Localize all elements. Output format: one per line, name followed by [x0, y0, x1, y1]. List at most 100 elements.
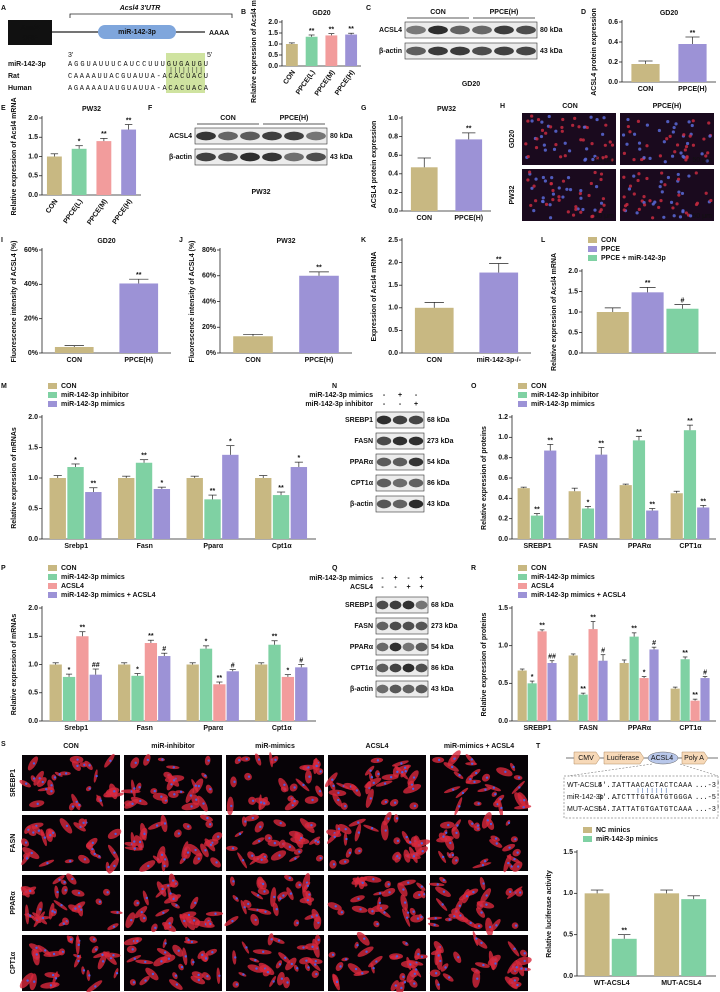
- nucleus: [480, 941, 483, 945]
- bar: [46, 156, 62, 195]
- legend-swatch: [518, 401, 527, 407]
- y-tick-label: 1.0: [28, 661, 38, 668]
- significance-mark: #: [680, 297, 684, 304]
- cell-stain: [628, 130, 632, 134]
- cell-stain: [653, 200, 657, 204]
- significance-mark: **: [692, 692, 698, 699]
- cell-stain: [635, 211, 639, 215]
- kda-label: 68 kDa: [427, 417, 450, 424]
- blot-band: [408, 436, 424, 446]
- cell-stain: [672, 214, 676, 218]
- group-label: CON: [220, 115, 236, 122]
- blot-band: [428, 46, 448, 56]
- legend-swatch: [48, 592, 57, 598]
- x-tick-label: PPARα: [628, 725, 652, 732]
- group-label: PPCE(H): [280, 115, 309, 122]
- blot-band: [306, 152, 326, 162]
- nucleus: [420, 955, 424, 958]
- bar: [588, 629, 598, 721]
- treatment-sign: +: [419, 575, 423, 582]
- legend-label: CON: [61, 565, 77, 572]
- nucleus: [354, 967, 358, 971]
- x-tick-label: Cpt1α: [272, 543, 293, 550]
- cell-stain: [579, 210, 583, 214]
- panel-letter: O: [471, 383, 477, 390]
- nucleus: [39, 908, 42, 911]
- nucleus: [167, 957, 171, 960]
- nucleus: [161, 887, 164, 891]
- blot-band: [306, 131, 326, 141]
- nucleus: [215, 861, 218, 864]
- bar: [135, 462, 153, 539]
- nucleus: [164, 942, 167, 945]
- legend-label: CON: [531, 383, 547, 390]
- bar: [678, 44, 707, 82]
- bar: [670, 688, 680, 721]
- blot-band: [389, 621, 402, 631]
- cell-stain: [579, 196, 583, 200]
- cell-stain: [632, 174, 636, 178]
- nucleus: [319, 856, 322, 860]
- column-label: miR-mimics: [255, 743, 295, 750]
- bar: [118, 478, 135, 539]
- bar: [568, 655, 578, 721]
- cell-stain: [599, 201, 604, 205]
- nucleus: [286, 981, 289, 984]
- nucleus: [378, 892, 382, 895]
- blot-band: [392, 415, 408, 425]
- treatment-label: ACSL4: [350, 584, 373, 591]
- mirna-site: [98, 25, 176, 39]
- blot-band: [262, 152, 282, 162]
- nucleus: [300, 836, 303, 840]
- cell-stain: [544, 131, 548, 135]
- cell-stain: [707, 121, 711, 125]
- treatment-sign: -: [415, 392, 418, 399]
- bar: [479, 272, 519, 353]
- cell-stain: [549, 182, 553, 186]
- cell-stain: [561, 179, 566, 183]
- cell-stain: [638, 147, 642, 151]
- nucleus: [177, 949, 180, 952]
- bar: [632, 440, 646, 539]
- cell-stain: [563, 141, 567, 145]
- row-label: FASN: [10, 834, 17, 853]
- nucleus: [311, 798, 314, 802]
- blot-band: [196, 152, 216, 162]
- nucleus: [340, 911, 344, 914]
- significance-mark: **: [210, 488, 216, 495]
- x-tick-label: PPCE(H): [454, 215, 483, 222]
- significance-mark: *: [587, 499, 590, 506]
- nucleus: [315, 764, 318, 768]
- polya-label: AAAA: [209, 30, 229, 37]
- nucleus: [335, 980, 339, 984]
- cell-stain: [559, 155, 563, 159]
- nucleus: [359, 908, 362, 911]
- scale-label: 50 μm: [594, 213, 614, 220]
- nucleus: [24, 841, 28, 844]
- bar: [414, 307, 454, 353]
- panel-letter: T: [536, 743, 541, 750]
- cell-stain: [599, 177, 603, 182]
- x-tick-label: FASN: [579, 725, 598, 732]
- nucleus: [51, 973, 55, 977]
- significance-mark: *: [531, 674, 534, 681]
- y-tick-label: 0.5: [498, 680, 508, 687]
- nucleus: [485, 894, 488, 897]
- nucleus: [314, 959, 317, 963]
- nucleus: [29, 889, 32, 893]
- cell-stain: [642, 156, 646, 160]
- cell-stain: [688, 134, 692, 138]
- y-tick-label: 0.6: [498, 475, 508, 482]
- significance-mark: **: [80, 625, 86, 632]
- cell-stain: [691, 119, 695, 123]
- nucleus: [416, 917, 420, 920]
- cell-stain: [645, 176, 649, 181]
- blot-strip: [375, 638, 429, 656]
- y-tick-label: 0.5: [268, 52, 278, 59]
- cell-stain: [672, 125, 676, 130]
- nucleus: [133, 840, 136, 843]
- nucleus: [409, 963, 412, 966]
- nucleus: [363, 937, 366, 940]
- cell-stain: [539, 134, 544, 139]
- nucleus: [53, 776, 57, 779]
